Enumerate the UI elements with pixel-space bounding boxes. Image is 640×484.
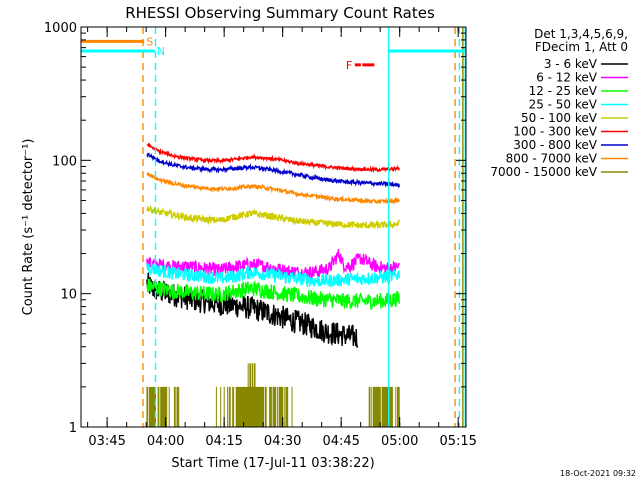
x-tick-label: 05:00 [381,434,418,449]
legend-entry: 6 - 12 keV [536,71,628,85]
legend-label: 50 - 100 keV [521,111,598,125]
y-tick-label: 10 [60,288,77,303]
series-line [146,279,400,311]
legend: Det 1,3,4,5,6,9, FDecim 1, Att 0 3 - 6 k… [490,27,628,179]
plot-frame [80,26,467,428]
saa-flag: S [81,35,153,48]
series-100-300-kev [146,142,400,174]
legend-label: 6 - 12 keV [536,71,598,85]
y-axis-label: Count Rate (s⁻¹ detector⁻¹) [21,139,36,316]
legend-entry: 3 - 6 keV [544,57,628,71]
flag-label: N [157,45,165,58]
series-3-6-kev [146,272,359,348]
axes-layer: 1 10 100 1000 03:45 04:00 04:15 04:30 04:45 05:00… [44,21,477,449]
y-tick-label: 100 [52,154,77,169]
legend-label: 300 - 800 keV [513,138,597,152]
legend-entry: 7000 - 15000 keV [490,165,628,179]
series-25-50-kev [146,263,400,288]
legend-entry: 800 - 7000 keV [506,152,628,166]
flags-layer: SN F [81,27,466,427]
legend-header-line: FDecim 1, Att 0 [535,40,628,54]
y-tick-label: 1000 [44,21,77,36]
chart-title: RHESSI Observing Summary Count Rates [125,4,435,22]
series-line [146,142,400,174]
series-12-25-kev [146,279,400,311]
legend-label: 7000 - 15000 keV [490,165,597,179]
series-layer [146,142,400,427]
legend-entry: 100 - 300 keV [513,125,628,139]
x-tick-label: 03:45 [88,434,125,449]
legend-entry: 25 - 50 keV [529,98,628,112]
legend-header-line: Det 1,3,4,5,6,9, [534,27,628,41]
legend-entry: 12 - 25 keV [529,84,628,98]
series-800-7000-kev [146,171,400,206]
x-tick-label: 04:30 [264,434,301,449]
series-7000-15000-kev [146,363,400,427]
flare-flag: F [346,59,375,72]
series-line [146,152,400,189]
series-line [146,171,400,206]
legend-entry: 50 - 100 keV [521,111,628,125]
x-axis-label: Start Time (17-Jul-11 03:38:22) [171,456,374,471]
legend-label: 100 - 300 keV [513,125,597,139]
flag-label: S [146,35,153,48]
series-line [146,205,400,230]
series-50-100-kev [146,205,400,230]
night-flag: N [81,45,165,58]
legend-label: 12 - 25 keV [529,84,598,98]
series-line [146,263,400,288]
series-line [146,272,359,348]
legend-label: 3 - 6 keV [544,57,598,71]
legend-label: 25 - 50 keV [529,98,598,112]
x-tick-label: 04:15 [205,434,242,449]
legend-label: 800 - 7000 keV [506,152,598,166]
x-tick-label: 04:00 [147,434,184,449]
flag-label: F [346,59,352,72]
y-tick-label: 1 [69,421,77,436]
series-300-800-kev [146,152,400,189]
x-tick-label: 05:15 [439,434,476,449]
x-tick-label: 04:45 [322,434,359,449]
legend-entry: 300 - 800 keV [513,138,628,152]
footer-timestamp: 18-Oct-2021 09:32 [560,469,636,478]
series-line [146,363,400,427]
